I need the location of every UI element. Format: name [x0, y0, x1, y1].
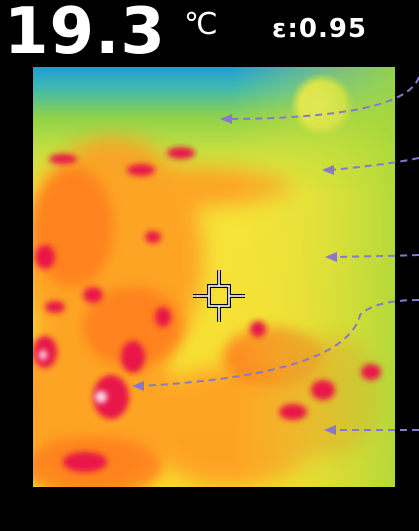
- annotation-arrowhead: [132, 381, 144, 391]
- temperature-unit: ℃: [184, 7, 218, 42]
- thermal-image: [33, 67, 395, 487]
- annotation-arrowhead: [220, 114, 232, 124]
- annotation-arrowhead: [325, 252, 337, 262]
- thermal-heatmap: [33, 67, 395, 487]
- annotation-arrow: [332, 254, 419, 258]
- crosshair-icon: [193, 270, 245, 322]
- emissivity-readout: ε:0.95: [272, 14, 368, 44]
- temperature-value: 19.3: [4, 0, 166, 69]
- annotation-arrow: [139, 299, 419, 387]
- annotation-arrowhead: [322, 165, 334, 175]
- annotation-arrow: [227, 76, 419, 120]
- annotation-arrowhead: [324, 425, 336, 435]
- annotation-arrow: [329, 157, 419, 171]
- temperature-readout: 19.3: [4, 0, 166, 64]
